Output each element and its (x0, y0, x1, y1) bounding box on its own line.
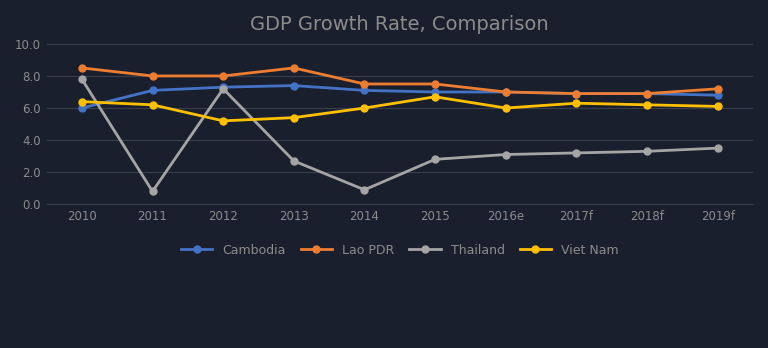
Line: Lao PDR: Lao PDR (78, 64, 721, 97)
Viet Nam (148, 103, 157, 107)
Viet Nam (572, 101, 581, 105)
Cambodia (360, 88, 369, 93)
Viet Nam (219, 119, 228, 123)
Lao PDR (642, 92, 651, 96)
Title: GDP Growth Rate, Comparison: GDP Growth Rate, Comparison (250, 15, 549, 34)
Lao PDR (713, 87, 722, 91)
Thailand (219, 87, 228, 91)
Viet Nam (290, 116, 299, 120)
Line: Viet Nam: Viet Nam (78, 93, 721, 124)
Viet Nam (360, 106, 369, 110)
Cambodia (219, 85, 228, 89)
Viet Nam (713, 104, 722, 109)
Line: Cambodia: Cambodia (78, 82, 721, 111)
Thailand (78, 77, 87, 81)
Thailand (713, 146, 722, 150)
Thailand (360, 188, 369, 192)
Cambodia (502, 90, 511, 94)
Cambodia (431, 90, 440, 94)
Thailand (431, 157, 440, 161)
Lao PDR (502, 90, 511, 94)
Lao PDR (431, 82, 440, 86)
Lao PDR (572, 92, 581, 96)
Cambodia (572, 92, 581, 96)
Lao PDR (78, 66, 87, 70)
Viet Nam (642, 103, 651, 107)
Lao PDR (360, 82, 369, 86)
Cambodia (78, 106, 87, 110)
Cambodia (290, 84, 299, 88)
Thailand (572, 151, 581, 155)
Viet Nam (78, 100, 87, 104)
Line: Thailand: Thailand (78, 76, 721, 195)
Viet Nam (502, 106, 511, 110)
Thailand (642, 149, 651, 153)
Cambodia (713, 93, 722, 97)
Lao PDR (290, 66, 299, 70)
Viet Nam (431, 95, 440, 99)
Legend: Cambodia, Lao PDR, Thailand, Viet Nam: Cambodia, Lao PDR, Thailand, Viet Nam (176, 239, 624, 262)
Cambodia (642, 92, 651, 96)
Thailand (502, 152, 511, 157)
Lao PDR (219, 74, 228, 78)
Cambodia (148, 88, 157, 93)
Thailand (148, 189, 157, 193)
Lao PDR (148, 74, 157, 78)
Thailand (290, 159, 299, 163)
